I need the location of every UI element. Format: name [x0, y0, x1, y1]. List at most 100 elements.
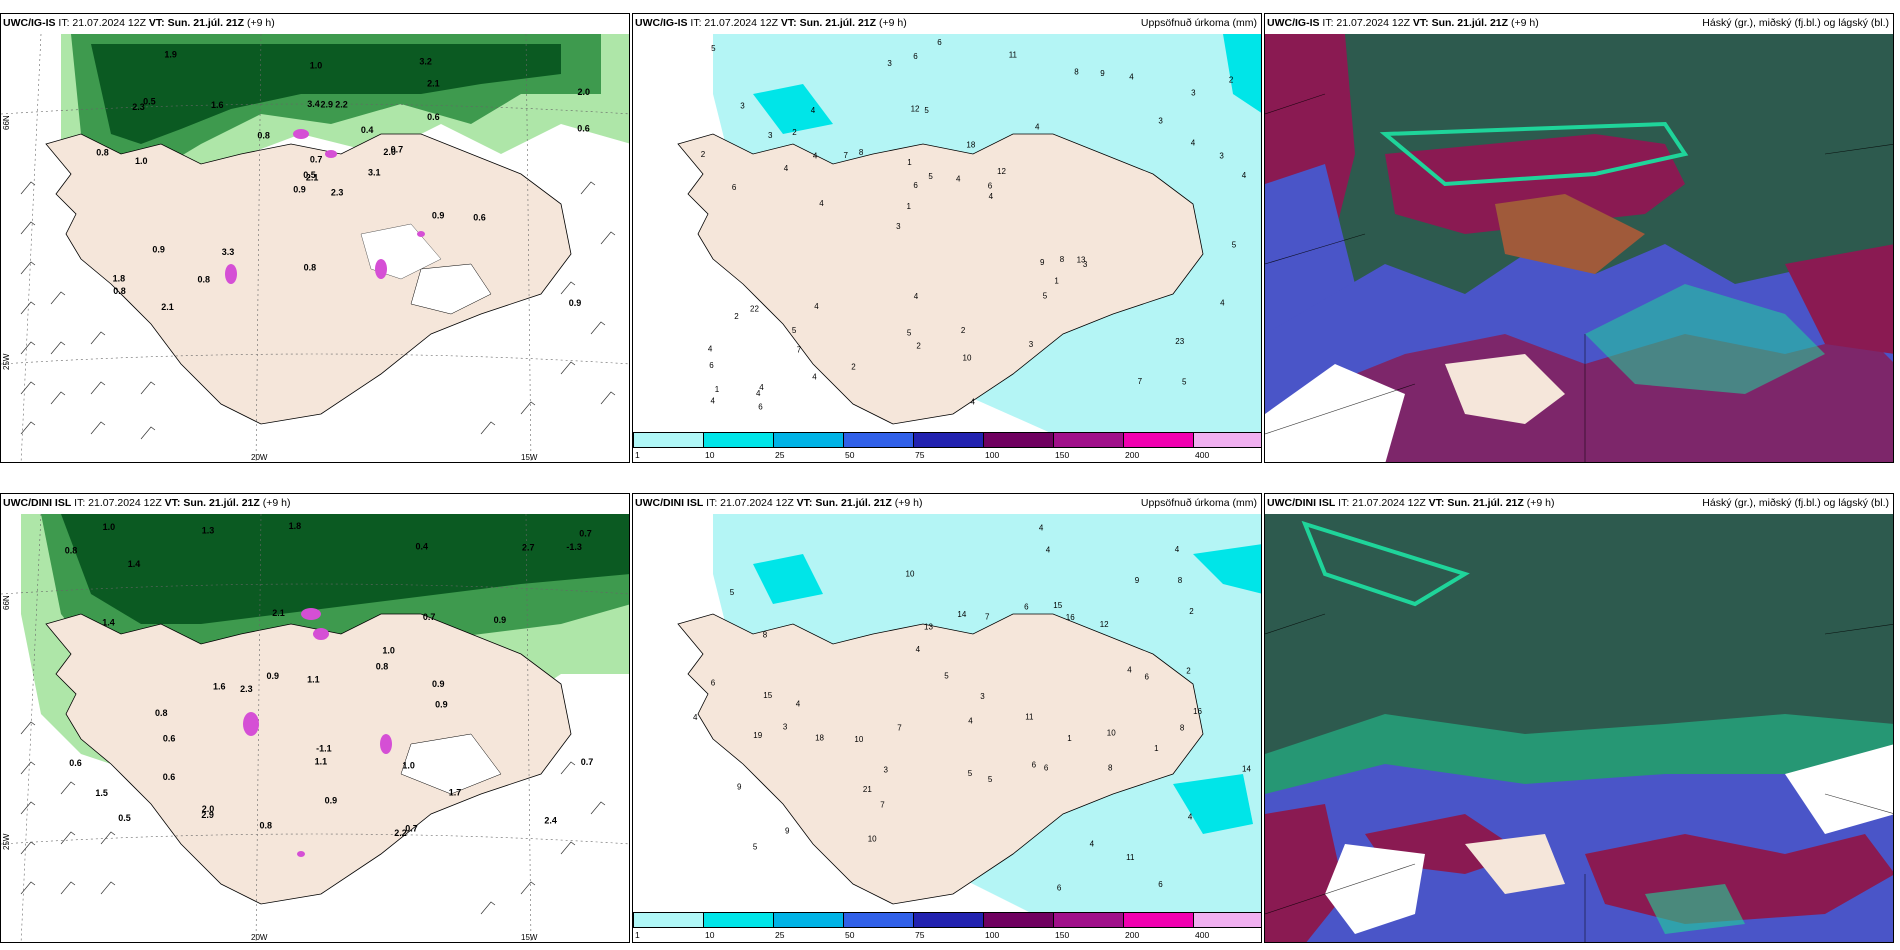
map-value-label: 4: [1035, 122, 1040, 131]
map-value-label: 0.5: [303, 170, 316, 180]
map-value-label: 1.8: [113, 273, 126, 283]
map-value-label: 12: [997, 167, 1006, 176]
map-value-label: 6: [709, 361, 714, 370]
map-value-label: 1.6: [213, 682, 226, 692]
map-value-label: 0.6: [577, 124, 590, 134]
map-value-label: 23: [1175, 337, 1184, 346]
map-value-label: 5: [730, 588, 735, 597]
map-value-label: 0.8: [96, 147, 109, 157]
map-value-label: 1: [1054, 277, 1059, 286]
colorbar-swatch: [1193, 432, 1261, 448]
map-value-label: 0.9: [325, 795, 338, 805]
map-value-label: 1.6: [211, 100, 224, 110]
map-value-label: 0.8: [304, 262, 317, 272]
map-value-label: 0.7: [423, 612, 436, 622]
map-value-label: 2.4: [544, 815, 557, 825]
map-value-label: 0.7: [391, 145, 404, 155]
lat-label: 66N: [2, 115, 11, 130]
wind-map: 0.8 2.2 2.0 1.7 1.3 1.4 1.6 2.4 1.8 2.1 2.7 0.9 0.9 1…: [1, 514, 629, 942]
map-value-label: 3: [740, 101, 745, 110]
map-value-label: 0.8: [113, 286, 126, 296]
panel-igis-precip: UWC/IG-IS IT: 21.07.2024 12Z VT: Sun. 21…: [632, 13, 1262, 463]
colorbar-tick: 1: [635, 930, 640, 940]
map-value-label: 2: [701, 150, 706, 159]
lat-label: 25W: [2, 353, 11, 370]
colorbar-tick: 400: [1195, 450, 1210, 460]
map-value-label: 0.8: [260, 821, 273, 831]
map-value-label: 2.1: [161, 302, 174, 312]
map-value-label: 0.5: [118, 813, 131, 823]
map-value-label: 1.0: [402, 761, 415, 771]
map-value-label: 11: [1009, 51, 1018, 60]
map-value-label: 3: [1219, 152, 1224, 161]
map-value-label: 9: [1100, 69, 1105, 78]
map-value-label: 0.6: [163, 734, 176, 744]
colorbar-swatch: [1053, 912, 1124, 928]
map-value-label: 9: [1135, 576, 1140, 585]
map-value-label: 7: [985, 612, 990, 621]
colorbar-swatch: [703, 432, 774, 448]
map-value-label: 0.9: [432, 679, 445, 689]
map-value-label: 2.1: [272, 608, 285, 618]
panel-dini-clouds: UWC/DINI ISL IT: 21.07.2024 12Z VT: Sun.…: [1264, 493, 1894, 943]
map-value-label: 1: [1067, 734, 1072, 743]
lon-label: 15W: [521, 453, 538, 462]
map-value-label: 8: [1060, 255, 1065, 264]
map-value-label: 4: [784, 164, 789, 173]
lat-label: 25W: [2, 833, 11, 850]
map-value-label: 6: [1024, 603, 1029, 612]
map-value-label: 0.5: [143, 96, 156, 106]
panel-title: UWC/DINI ISL IT: 21.07.2024 12Z VT: Sun.…: [1267, 497, 1555, 509]
map-value-label: 4: [1242, 171, 1247, 180]
map-value-label: 0.8: [155, 708, 168, 718]
map-value-label: 1.1: [307, 674, 320, 684]
map-value-label: 4: [759, 383, 764, 392]
map-value-label: -1.1: [316, 743, 332, 753]
map-value-label: 4: [1039, 523, 1044, 532]
map-value-label: 5: [753, 843, 758, 852]
cloud-map: [1265, 34, 1893, 462]
map-value-label: 6: [913, 52, 918, 61]
colorbar-swatch: [913, 432, 984, 448]
map-value-label: 4: [916, 645, 921, 654]
map-value-label: 5: [907, 329, 912, 338]
map-value-label: 15: [1053, 601, 1062, 610]
map-value-label: 4: [1129, 72, 1134, 81]
lat-label: 66N: [2, 595, 11, 610]
map-value-label: 4: [711, 396, 716, 405]
map-value-label: 7: [897, 724, 902, 733]
map-value-label: 4: [811, 106, 816, 115]
map-value-label: 4: [1046, 546, 1051, 555]
panel-title: UWC/IG-IS IT: 21.07.2024 12Z VT: Sun. 21…: [3, 17, 275, 29]
map-value-label: 10: [963, 354, 972, 363]
map-value-label: 4: [814, 302, 819, 311]
panel-title: UWC/IG-IS IT: 21.07.2024 12Z VT: Sun. 21…: [1267, 17, 1539, 29]
colorbar-swatch: [843, 912, 914, 928]
map-value-label: 2: [851, 363, 856, 372]
map-value-label: 2: [1229, 76, 1234, 85]
map-value-label: 2.1: [306, 173, 319, 183]
map-value-label: 6: [988, 182, 993, 191]
colorbar-swatch: [773, 432, 844, 448]
map-value-label: 1.0: [103, 522, 116, 532]
map-value-label: 5: [928, 172, 933, 181]
map-value-label: 18: [966, 141, 975, 150]
colorbar-swatch: [703, 912, 774, 928]
map-value-label: 5: [792, 326, 797, 335]
map-value-label: 14: [957, 610, 966, 619]
map-value-label: 3: [783, 722, 788, 731]
map-value-label: 1: [907, 158, 912, 167]
map-value-label: 8: [1178, 576, 1183, 585]
map-value-label: 4: [693, 713, 698, 722]
panel-igis-clouds: UWC/IG-IS IT: 21.07.2024 12Z VT: Sun. 21…: [1264, 13, 1894, 463]
map-value-label: 2.0: [578, 87, 591, 97]
map-value-label: 3: [884, 765, 889, 774]
map-value-label: 0.9: [432, 211, 445, 221]
map-value-label: 21: [863, 785, 872, 794]
map-value-label: 9: [737, 782, 742, 791]
map-value-label: 8: [763, 630, 768, 639]
map-value-label: 12: [911, 105, 920, 114]
map-value-label: 6: [913, 181, 918, 190]
map-value-label: 8: [1074, 67, 1079, 76]
map-value-label: 1.0: [135, 156, 148, 166]
